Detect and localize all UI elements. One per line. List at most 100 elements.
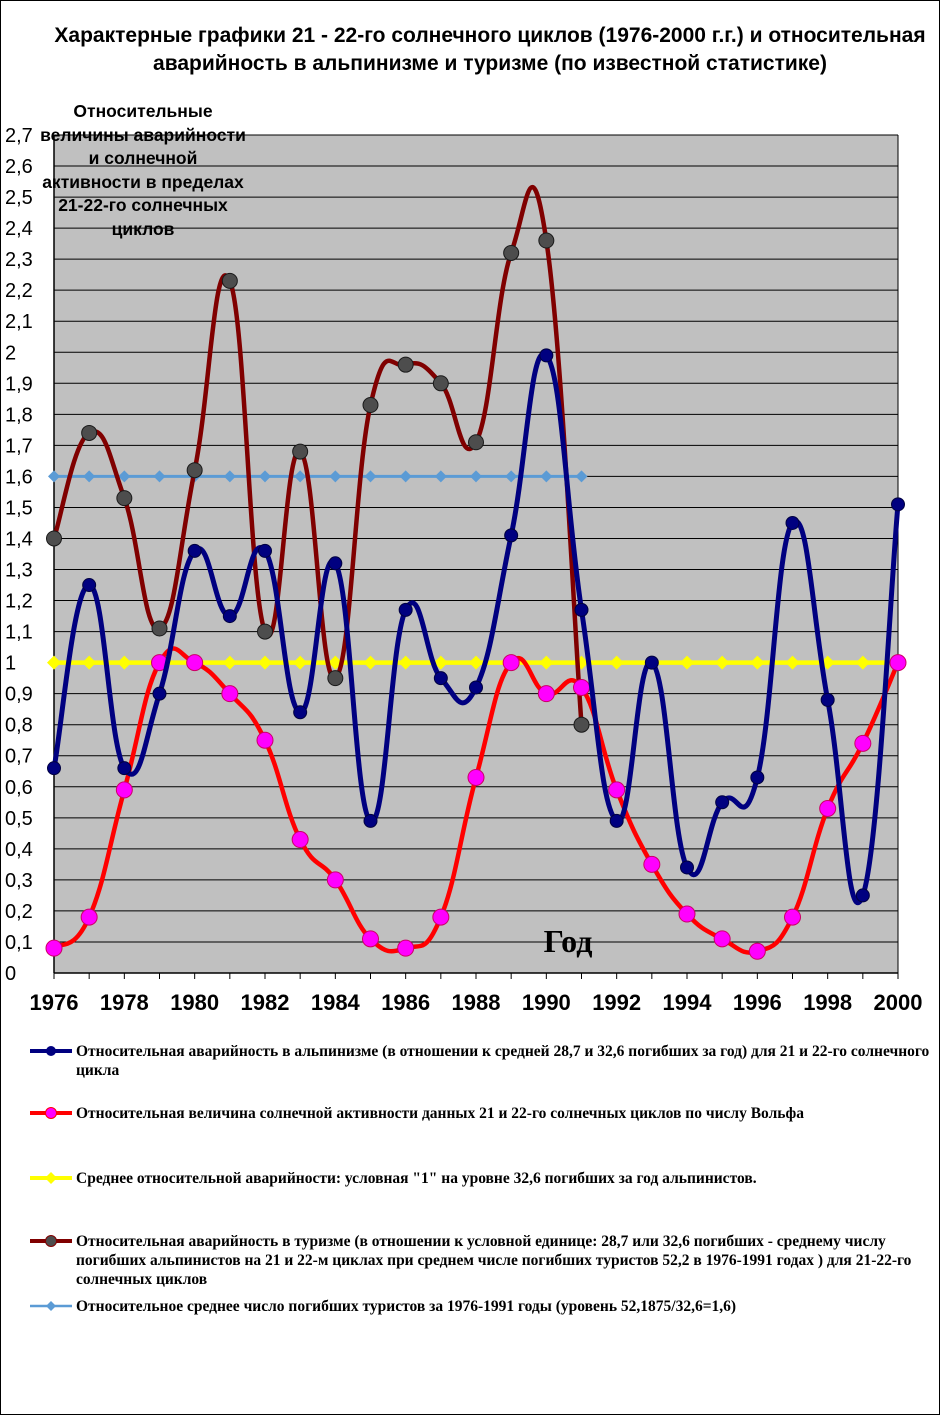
data-point-solar (713, 930, 731, 948)
data-point-alpinism (222, 609, 237, 624)
data-point-solar (186, 654, 204, 672)
data-point-tourist-mean (434, 470, 447, 483)
data-point-mean (785, 655, 800, 670)
data-point-mean (469, 655, 483, 670)
data-point-alpinism (82, 578, 97, 593)
data-point-alpinism (152, 686, 167, 701)
data-point-tourism (221, 272, 238, 289)
y-tick-label: 0,3 (5, 870, 33, 892)
y-tick-label: 0,5 (5, 808, 33, 830)
series-alpinism (47, 348, 905, 906)
data-point-mean (47, 655, 61, 670)
x-tick-label: 1998 (803, 990, 852, 1015)
legend-marker-tourism (30, 1235, 72, 1247)
y-tick-label: 1,4 (5, 528, 33, 550)
y-tick-label: 1,9 (5, 373, 33, 395)
data-point-tourism (186, 462, 203, 479)
y-tick-label: 2,3 (5, 249, 33, 271)
data-point-solar (784, 908, 801, 926)
data-point-alpinism (433, 671, 448, 686)
data-point-solar (678, 905, 696, 923)
data-point-tourism (292, 443, 309, 460)
y-tick-label: 1,8 (5, 404, 33, 426)
legend-marker-solar (30, 1107, 72, 1119)
data-point-tourism (362, 397, 379, 414)
y-tick-label: 1,1 (5, 622, 33, 644)
data-point-tourist-mean (83, 470, 96, 483)
data-point-tourist-mean (364, 470, 377, 483)
data-point-tourist-mean (259, 470, 271, 483)
data-point-tourism (573, 716, 590, 733)
y-tick-label: 1,6 (5, 466, 33, 488)
data-point-tourism (538, 232, 555, 249)
data-point-solar (537, 685, 555, 703)
x-axis-label: Год (544, 923, 593, 959)
data-point-solar (748, 942, 766, 960)
x-tick-label: 1990 (522, 990, 571, 1015)
data-point-solar (573, 678, 590, 696)
data-point-solar (221, 685, 239, 703)
data-point-alpinism (47, 761, 61, 776)
x-tick-label: 1976 (30, 990, 79, 1015)
data-point-solar (467, 768, 485, 786)
data-point-mean (433, 655, 448, 670)
axes (53, 135, 899, 979)
series-tourism (46, 185, 590, 733)
x-tick-label: 2000 (874, 990, 923, 1015)
y-tick-label: 2,6 (5, 156, 33, 178)
data-point-mean (609, 655, 624, 670)
data-point-tourism (81, 424, 98, 441)
data-point-solar (608, 781, 626, 799)
y-tick-label: 0,4 (5, 839, 33, 861)
data-point-alpinism (398, 602, 413, 617)
data-point-mean (222, 655, 237, 670)
legend-marker-mean (30, 1172, 72, 1184)
x-tick-label: 1988 (452, 990, 501, 1015)
data-point-alpinism (680, 860, 694, 875)
x-tick-labels: 1976 1978 1980 1982 1984 1986 1988 1990 1992 1994… (30, 990, 923, 1015)
data-point-alpinism (820, 692, 835, 707)
legend-marker-alpinism (30, 1046, 72, 1056)
y-tick-label: 2,5 (5, 187, 33, 209)
data-point-tourism (151, 620, 168, 637)
data-point-alpinism (644, 655, 659, 670)
y-tick-label: 2,1 (5, 311, 33, 333)
data-point-solar (819, 800, 837, 818)
data-point-alpinism (293, 705, 308, 720)
data-point-tourism (468, 434, 484, 451)
data-point-mean (680, 655, 694, 670)
data-point-solar (854, 734, 872, 752)
x-tick-label: 1994 (663, 990, 713, 1015)
data-point-alpinism (750, 770, 765, 785)
data-point-tourist-mean (48, 470, 60, 483)
series-tourist-mean (48, 470, 588, 483)
data-point-solar (362, 930, 379, 948)
data-point-tourist-mean (153, 470, 166, 483)
data-point-tourism (503, 244, 520, 261)
x-tick-label: 1980 (170, 990, 219, 1015)
data-point-alpinism (117, 761, 132, 776)
data-point-solar (643, 855, 661, 873)
data-point-tourist-mean (470, 470, 482, 483)
y-tick-label: 0,6 (5, 777, 33, 799)
y-tick-label: 0,8 (5, 715, 33, 737)
data-point-solar (889, 654, 907, 672)
data-point-tourist-mean (118, 470, 131, 483)
data-point-tourist-mean (575, 470, 588, 483)
x-tick-label: 1996 (733, 990, 782, 1015)
x-tick-label: 1982 (241, 990, 290, 1015)
y-tick-label: 0,9 (5, 684, 33, 706)
data-point-solar (326, 871, 344, 889)
data-point-mean (82, 655, 97, 670)
data-point-alpinism (609, 813, 624, 828)
data-point-tourist-mean (329, 470, 342, 483)
data-point-alpinism (363, 813, 378, 828)
y-tick-label: 0,1 (5, 932, 33, 954)
data-point-alpinism (574, 602, 589, 617)
y-tick-label: 1,5 (5, 497, 33, 519)
data-point-alpinism (785, 515, 800, 530)
data-point-tourist-mean (294, 470, 307, 483)
data-point-tourist-mean (505, 470, 518, 483)
series-solar (45, 646, 907, 960)
data-point-solar (432, 908, 450, 926)
